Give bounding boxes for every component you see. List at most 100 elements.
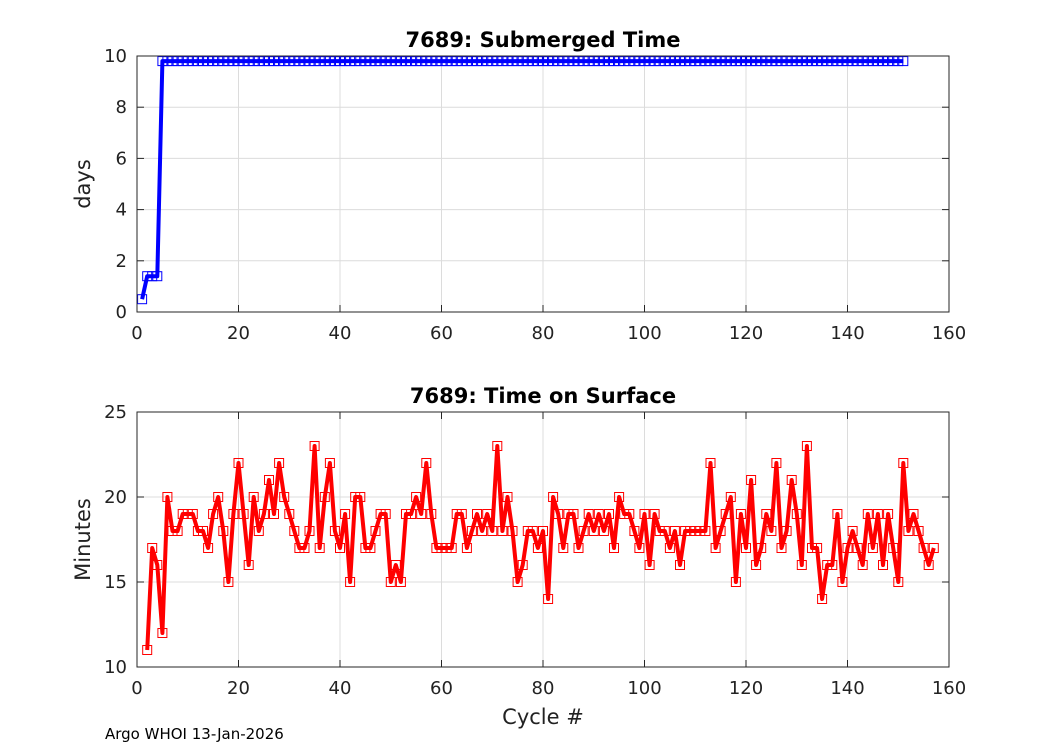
data-point-marker xyxy=(324,458,335,468)
data-point-marker xyxy=(172,56,183,67)
data-point-marker xyxy=(685,56,696,67)
data-point-marker xyxy=(456,509,467,519)
data-point-marker xyxy=(568,509,579,519)
data-point-marker xyxy=(370,56,381,67)
data-point-marker xyxy=(664,543,675,553)
data-point-marker xyxy=(253,56,264,67)
data-point-marker xyxy=(477,56,488,67)
data-point-marker xyxy=(253,526,264,536)
data-point-marker xyxy=(598,526,609,536)
data-point-marker xyxy=(649,509,660,519)
data-point-marker xyxy=(583,56,594,67)
data-point-marker xyxy=(401,56,411,67)
data-point-marker xyxy=(233,458,244,468)
data-point-marker xyxy=(791,509,802,519)
data-point-marker xyxy=(218,526,229,536)
data-point-marker xyxy=(208,56,219,67)
data-point-marker xyxy=(258,56,269,67)
data-point-marker xyxy=(284,509,295,519)
data-point-marker xyxy=(629,526,640,536)
y-tick-label: 8 xyxy=(116,97,127,118)
data-point-marker xyxy=(258,509,269,519)
data-point-marker xyxy=(177,509,188,519)
data-point-marker xyxy=(741,56,751,67)
data-point-marker xyxy=(725,492,736,502)
data-point-marker xyxy=(700,526,711,536)
y-tick-label: 6 xyxy=(116,148,127,169)
x-tick-label: 120 xyxy=(729,323,763,344)
data-point-marker xyxy=(669,526,680,536)
data-point-marker xyxy=(598,56,609,67)
data-point-marker xyxy=(822,560,833,570)
data-point-marker xyxy=(370,526,381,536)
data-point-marker xyxy=(147,543,158,553)
data-point-marker xyxy=(198,526,208,536)
data-point-marker xyxy=(289,56,300,67)
data-point-marker xyxy=(477,526,488,536)
surface-time-series-line xyxy=(145,444,936,651)
y-axis-label: Minutes xyxy=(71,498,95,581)
data-point-marker xyxy=(314,56,325,67)
data-point-marker xyxy=(883,56,894,67)
data-point-marker xyxy=(761,56,772,67)
data-point-marker xyxy=(147,271,158,282)
x-tick-label: 80 xyxy=(532,323,555,344)
data-point-marker xyxy=(654,56,665,67)
data-point-marker xyxy=(705,458,716,468)
data-point-marker xyxy=(776,543,787,553)
data-point-marker xyxy=(512,56,523,67)
data-point-marker xyxy=(441,543,452,553)
data-point-marker xyxy=(685,526,696,536)
data-point-marker xyxy=(553,56,564,67)
data-point-marker xyxy=(314,543,325,553)
data-point-marker xyxy=(720,509,731,519)
data-point-marker xyxy=(867,543,878,553)
data-point-marker xyxy=(187,56,198,67)
data-point-marker xyxy=(466,56,477,67)
data-point-marker xyxy=(639,56,650,67)
x-tick-label: 160 xyxy=(932,678,966,699)
data-point-marker xyxy=(329,526,340,536)
x-tick-label: 0 xyxy=(131,323,142,344)
submerged-time-chart: 0 20 40 60 80 100 120 140 160 0 2 4 6 8 10 7689: Submer… xyxy=(71,28,966,344)
data-point-marker xyxy=(294,543,305,553)
data-point-marker xyxy=(538,526,548,536)
data-point-marker xyxy=(669,56,680,67)
data-point-marker xyxy=(309,441,320,451)
data-point-marker xyxy=(390,56,401,67)
data-point-marker xyxy=(832,509,843,519)
data-point-marker xyxy=(563,509,574,519)
data-point-marker xyxy=(213,492,224,502)
data-point-marker xyxy=(878,56,888,67)
data-point-marker xyxy=(502,492,513,502)
data-point-marker xyxy=(279,492,290,502)
data-point-marker xyxy=(563,56,574,67)
data-point-marker xyxy=(609,56,619,67)
axes-box xyxy=(136,55,950,313)
data-point-marker xyxy=(771,56,782,67)
data-point-marker xyxy=(720,56,731,67)
data-point-marker xyxy=(593,56,604,67)
data-point-marker xyxy=(441,56,452,67)
data-point-marker xyxy=(913,526,924,536)
data-point-marker xyxy=(923,560,934,570)
data-point-marker xyxy=(842,543,853,553)
data-point-marker xyxy=(472,509,482,519)
data-point-marker xyxy=(355,492,366,502)
data-point-marker xyxy=(309,56,320,67)
data-point-marker xyxy=(299,543,310,553)
data-point-marker xyxy=(781,526,792,536)
data-point-marker xyxy=(553,509,564,519)
data-point-marker xyxy=(507,526,518,536)
data-point-marker xyxy=(837,56,848,67)
data-point-marker xyxy=(893,577,904,587)
data-point-marker xyxy=(888,56,899,67)
data-point-marker xyxy=(192,526,203,536)
data-point-marker xyxy=(472,56,482,67)
data-point-marker xyxy=(142,645,153,655)
data-point-marker xyxy=(375,56,386,67)
data-point-marker xyxy=(796,560,807,570)
data-point-marker xyxy=(700,56,711,67)
data-point-marker xyxy=(238,509,249,519)
data-point-marker xyxy=(228,56,239,67)
